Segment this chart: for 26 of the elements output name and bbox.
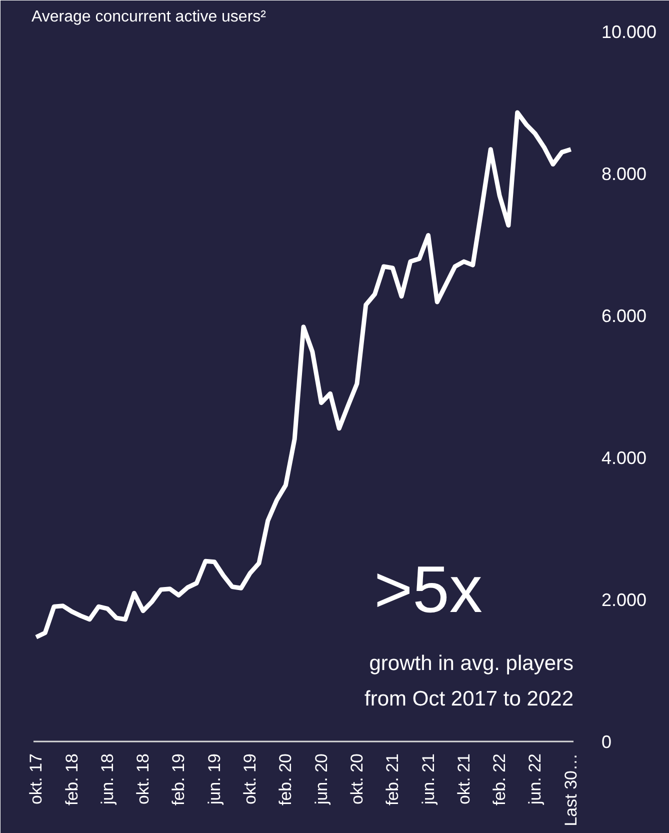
y-tick-label: 2.000 — [602, 590, 647, 610]
y-tick-label: 0 — [602, 732, 612, 752]
x-tick-label: feb. 19 — [169, 753, 188, 806]
x-tick-label: okt. 18 — [134, 753, 153, 805]
y-tick-label: 6.000 — [602, 306, 647, 326]
x-tick-label: Last 30… — [561, 754, 580, 826]
x-tick-label: okt. 20 — [347, 753, 366, 805]
annotation: growth in avg. players from Oct 2017 to 2022 — [364, 652, 574, 710]
chart-title: Average concurrent active users² — [32, 8, 267, 26]
x-tick-label: jun. 21 — [418, 753, 438, 806]
y-tick-label: 4.000 — [602, 448, 647, 468]
y-tick-label: 8.000 — [602, 164, 647, 184]
line-series — [34, 110, 574, 640]
x-tick-label: feb. 18 — [62, 753, 82, 806]
x-tick-label: feb. 20 — [276, 753, 296, 806]
x-tick-label: jun. 18 — [98, 753, 117, 806]
x-tick-label: jun. 19 — [204, 753, 224, 806]
y-tick-label: 10.000 — [602, 22, 657, 42]
x-tick-label: jun. 22 — [526, 753, 545, 806]
x-tick-label: okt. 19 — [240, 753, 260, 805]
x-tick-label: feb. 22 — [490, 753, 510, 806]
x-tick-label: jun. 20 — [312, 753, 331, 806]
x-tick-label: okt. 17 — [26, 753, 46, 805]
annotation: >5x — [374, 552, 482, 626]
x-tick-label: okt. 21 — [454, 753, 474, 805]
x-tick-label: feb. 21 — [383, 753, 402, 806]
